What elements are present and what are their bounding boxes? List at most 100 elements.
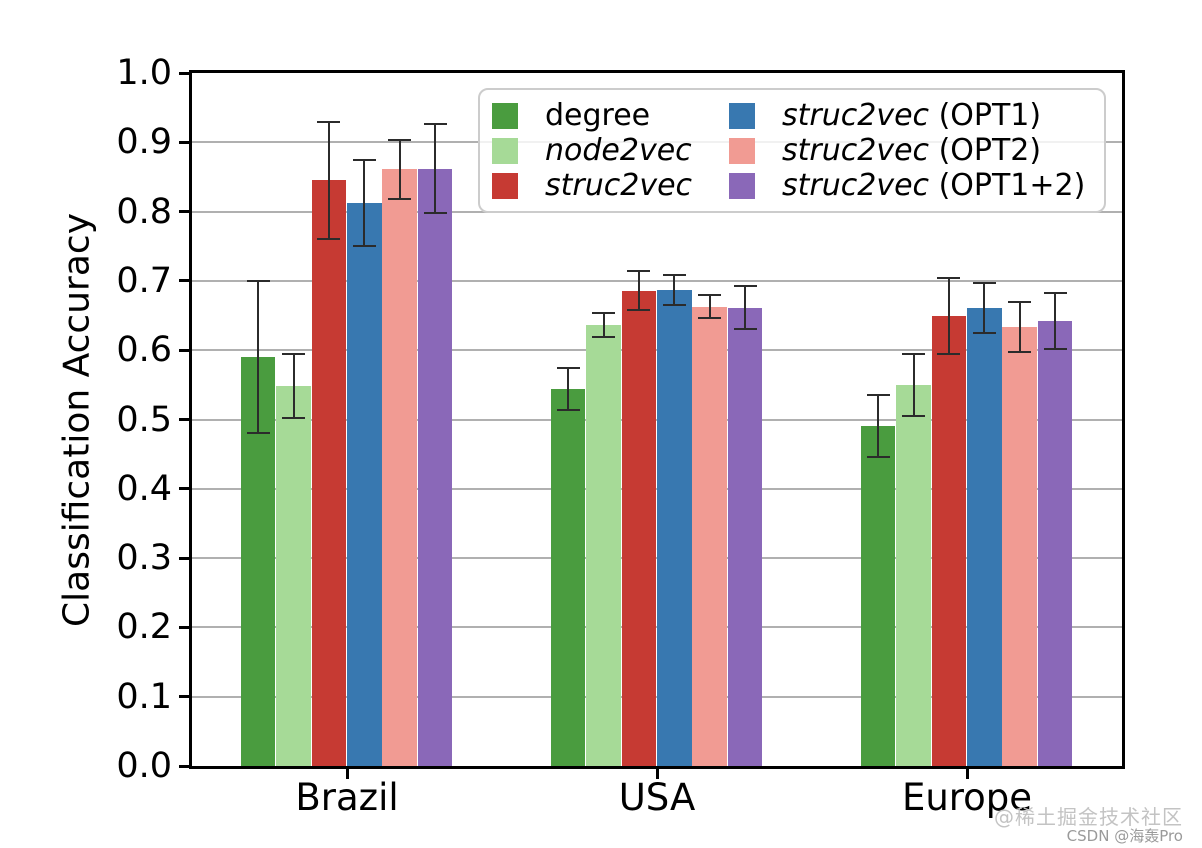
y-tick bbox=[179, 348, 192, 352]
legend-swatch bbox=[729, 172, 755, 199]
gridline bbox=[192, 279, 1122, 282]
bar-struc2vec-Europe bbox=[1002, 327, 1037, 766]
x-category-label: Brazil bbox=[295, 776, 399, 819]
error-bar-cap bbox=[866, 455, 890, 458]
error-bar-cap bbox=[1008, 301, 1032, 304]
legend-item: struc2vec (OPT2) bbox=[729, 132, 1094, 168]
error-bar-cap bbox=[733, 328, 757, 331]
y-tick bbox=[179, 279, 192, 283]
legend: degree node2vec struc2vec struc2vec (OPT1) s… bbox=[478, 88, 1106, 213]
y-tick-label: 0.4 bbox=[116, 468, 172, 509]
error-bar-cap bbox=[1008, 351, 1032, 354]
error-bar-cap bbox=[317, 238, 341, 241]
x-tick bbox=[965, 766, 969, 779]
error-bar-cap bbox=[556, 409, 580, 412]
error-bar bbox=[434, 124, 437, 213]
legend-item: node2vec bbox=[492, 132, 729, 168]
bar-node2vec-Brazil bbox=[276, 386, 311, 766]
y-tick-label: 0.2 bbox=[116, 607, 172, 648]
bar-struc2vec-USA bbox=[727, 307, 763, 766]
legend-item: degree bbox=[492, 97, 729, 133]
bar-struc2vec-USA bbox=[692, 306, 727, 766]
legend-label: struc2vec (OPT1+2) bbox=[782, 167, 1086, 203]
error-bar-cap bbox=[902, 415, 925, 418]
error-bar bbox=[877, 394, 880, 457]
error-bar bbox=[398, 139, 401, 200]
error-bar-cap bbox=[1043, 292, 1067, 295]
bar-struc2vec-Europe bbox=[967, 307, 1002, 766]
error-bar-cap bbox=[388, 198, 412, 201]
error-bar-cap bbox=[423, 123, 447, 126]
error-bar bbox=[292, 354, 295, 419]
legend-label: struc2vec bbox=[545, 167, 693, 203]
bar-struc2vec-Brazil bbox=[417, 168, 453, 766]
error-bar-cap bbox=[937, 277, 961, 280]
error-bar bbox=[1054, 293, 1057, 349]
legend-item: struc2vec bbox=[492, 167, 729, 203]
bar-degree-USA bbox=[550, 389, 586, 766]
error-bar-cap bbox=[352, 158, 376, 161]
legend-label: degree bbox=[545, 97, 651, 133]
y-tick bbox=[179, 695, 192, 699]
error-bar-cap bbox=[246, 432, 270, 435]
legend-label: struc2vec (OPT1) bbox=[782, 97, 1042, 133]
error-bar-cap bbox=[698, 317, 722, 320]
error-bar bbox=[363, 159, 366, 246]
y-tick-label: 0.6 bbox=[116, 330, 172, 371]
error-bar bbox=[744, 286, 747, 330]
bar-struc2vec-Brazil bbox=[347, 202, 382, 766]
legend-label: struc2vec (OPT2) bbox=[782, 132, 1042, 168]
error-bar-cap bbox=[698, 293, 722, 296]
bar-struc2vec-Europe bbox=[931, 316, 967, 766]
legend-swatch bbox=[492, 137, 518, 164]
error-bar bbox=[947, 278, 950, 355]
legend-swatch bbox=[729, 102, 755, 129]
plot-content bbox=[192, 73, 1122, 766]
error-bar bbox=[602, 313, 605, 338]
error-bar bbox=[567, 367, 570, 411]
x-tick bbox=[655, 766, 659, 779]
y-axis-label: Classification Accuracy bbox=[56, 213, 98, 627]
error-bar-cap bbox=[282, 417, 305, 420]
y-tick bbox=[179, 556, 192, 560]
error-bar-cap bbox=[866, 393, 890, 396]
error-bar-cap bbox=[317, 120, 341, 123]
error-bar-cap bbox=[662, 304, 686, 307]
y-tick-label: 0.7 bbox=[116, 260, 172, 301]
bar-node2vec-Europe bbox=[896, 384, 931, 766]
bar-struc2vec-USA bbox=[657, 289, 692, 766]
error-bar bbox=[912, 353, 915, 417]
legend-swatch bbox=[492, 102, 518, 129]
error-bar-cap bbox=[423, 211, 447, 214]
error-bar-cap bbox=[902, 352, 925, 355]
error-bar bbox=[1018, 302, 1021, 353]
bar-struc2vec-Brazil bbox=[311, 180, 347, 766]
y-tick-label: 0.0 bbox=[116, 746, 172, 786]
error-bar-cap bbox=[282, 353, 305, 356]
y-tick-label: 0.5 bbox=[116, 399, 172, 440]
error-bar bbox=[673, 274, 676, 306]
y-tick-label: 0.1 bbox=[116, 676, 172, 717]
y-tick bbox=[179, 71, 192, 75]
y-tick bbox=[179, 487, 192, 491]
y-tick-label: 0.3 bbox=[116, 538, 172, 579]
y-tick-label: 0.9 bbox=[116, 122, 172, 163]
y-tick bbox=[179, 764, 192, 768]
legend-item: struc2vec (OPT1) bbox=[729, 97, 1094, 133]
watermark-csdn: CSDN @海轰Pro bbox=[1066, 827, 1183, 845]
error-bar bbox=[327, 121, 330, 240]
error-bar-cap bbox=[1043, 347, 1067, 350]
bar-struc2vec-USA bbox=[621, 290, 657, 766]
y-tick bbox=[179, 140, 192, 144]
bar-struc2vec-Brazil bbox=[382, 169, 417, 766]
x-category-label: USA bbox=[618, 776, 696, 819]
error-bar bbox=[983, 282, 986, 333]
legend-label: node2vec bbox=[545, 132, 692, 168]
y-tick-label: 1.0 bbox=[116, 53, 172, 93]
x-category-label: Europe bbox=[901, 776, 1033, 819]
error-bar-cap bbox=[733, 285, 757, 288]
watermark-juejin: @稀土掘金技术社区 bbox=[994, 805, 1183, 829]
y-tick-label: 0.8 bbox=[116, 191, 172, 232]
error-bar-cap bbox=[662, 273, 686, 276]
